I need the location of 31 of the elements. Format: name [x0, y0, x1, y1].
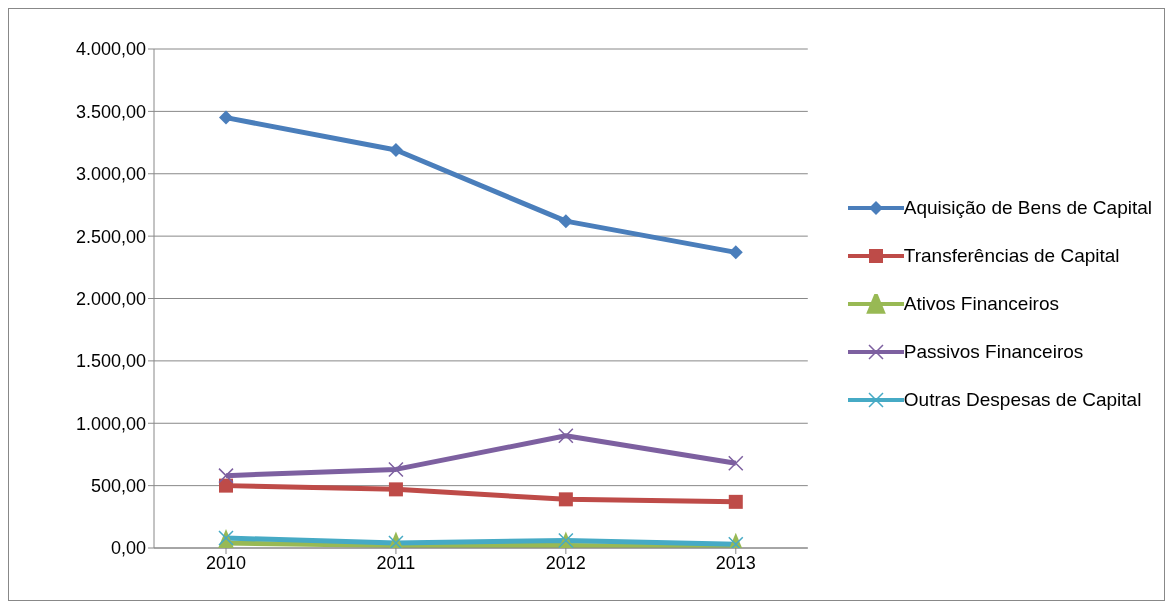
- y-tick-label: 3.000,00: [75, 164, 146, 185]
- x-tick-label: 2012: [545, 552, 586, 573]
- legend-label: Passivos Financeiros: [903, 340, 1084, 363]
- point: [558, 492, 573, 507]
- y-tick-label: 500,00: [90, 476, 146, 497]
- y-tick-label: 1.000,00: [75, 413, 146, 434]
- y-tick-label: 2.500,00: [75, 226, 146, 247]
- x-tick-label: 2011: [376, 552, 416, 573]
- y-tick-label: 0,00: [110, 538, 146, 559]
- point: [558, 427, 574, 444]
- legend-label: Transferências de Capital: [903, 244, 1120, 267]
- point: [728, 455, 744, 471]
- point: [388, 535, 404, 548]
- point: [728, 494, 743, 509]
- legend-label: Ativos Financeiros: [903, 292, 1060, 315]
- point: [218, 467, 234, 484]
- legend-label: Outras Despesas de Capital: [903, 388, 1142, 411]
- point: [219, 110, 233, 125]
- point: [388, 482, 403, 497]
- point: [558, 214, 573, 229]
- point: [388, 461, 404, 478]
- point: [728, 245, 743, 260]
- legend-label: Aquisição de Bens de Capital: [903, 196, 1152, 219]
- x-tick-label: 2010: [205, 552, 247, 573]
- point: [388, 143, 403, 158]
- point: [219, 478, 233, 493]
- y-tick-label: 3.500,00: [75, 101, 146, 122]
- x-tick-label: 2013: [715, 552, 756, 573]
- y-tick-label: 1.500,00: [75, 351, 146, 372]
- y-tick-label: 4.000,00: [75, 39, 146, 60]
- y-tick-label: 2.000,00: [75, 288, 146, 309]
